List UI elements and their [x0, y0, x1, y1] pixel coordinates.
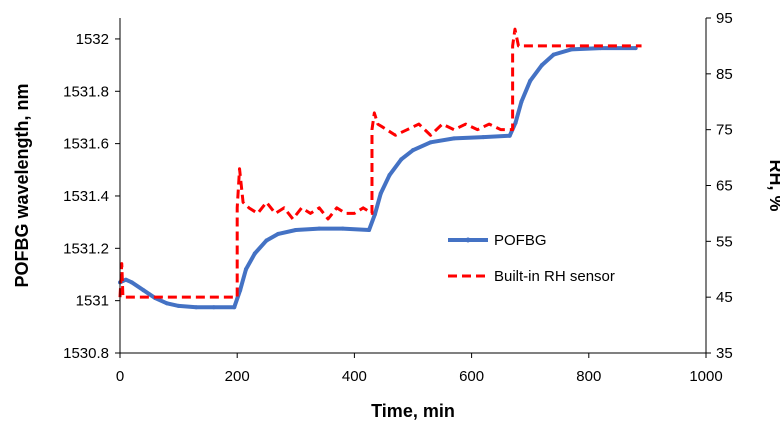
pofbg-data-point — [252, 251, 257, 256]
x-tick-label: 200 — [225, 368, 250, 385]
y-left-tick-label: 1530.8 — [63, 345, 109, 362]
y-left-tick-label: 1531.8 — [63, 83, 109, 100]
legend-label-pofbg: POFBG — [494, 232, 547, 249]
y-right-tick-label: 65 — [716, 178, 733, 195]
x-tick-label: 400 — [342, 368, 367, 385]
pofbg-data-point — [232, 305, 237, 310]
pofbg-data-point — [399, 157, 404, 162]
x-tick-label: 600 — [459, 368, 484, 385]
pofbg-data-point — [528, 78, 533, 83]
pofbg-data-point — [141, 288, 146, 293]
pofbg-data-point — [569, 47, 574, 52]
pofbg-data-point — [452, 136, 457, 141]
pofbg-data-point — [539, 63, 544, 68]
y-right-tick-label: 55 — [716, 233, 733, 250]
pofbg-data-point — [551, 52, 556, 57]
pofbg-data-point — [411, 148, 415, 153]
y-right-tick-label: 35 — [716, 345, 733, 362]
series-layer — [118, 27, 642, 310]
y-right-axis-title: RH, % — [766, 159, 780, 211]
x-axis-title: Time, min — [371, 401, 455, 421]
y-left-tick-label: 1531.4 — [63, 188, 109, 205]
y-right-tick-label: 75 — [716, 122, 733, 139]
series-line-pofbg — [119, 46, 636, 310]
pofbg-data-point — [243, 267, 248, 272]
y-left-tick-label: 1532 — [76, 31, 109, 48]
pofbg-data-point — [507, 133, 512, 138]
series-line-rh-sensor — [118, 27, 642, 299]
pofbg-data-point — [123, 277, 128, 282]
y-right-tick-label: 95 — [716, 10, 733, 27]
pofbg-data-point — [340, 226, 345, 231]
x-tick-label: 1000 — [689, 368, 722, 385]
pofbg-data-point — [481, 135, 486, 140]
y-left-axis-title: POFBG wavelength, nm — [12, 83, 32, 287]
ticks-layer: 0 200 400 600 800 1000 1530.8 1531 1531.2 1531.4 1… — [63, 10, 733, 385]
pofbg-data-point — [238, 288, 243, 293]
y-left-tick-label: 1531 — [76, 293, 109, 310]
pofbg-data-point — [367, 227, 372, 232]
pofbg-data-point — [317, 226, 322, 231]
pofbg-data-point — [372, 212, 377, 217]
pofbg-data-point — [387, 173, 392, 178]
y-left-tick-label: 1531.6 — [63, 136, 109, 153]
pofbg-data-point — [194, 305, 199, 310]
y-right-tick-label: 85 — [716, 66, 733, 83]
axes-layer — [119, 18, 707, 354]
pofbg-data-point — [129, 280, 134, 285]
pofbg-data-point — [428, 140, 433, 145]
pofbg-data-point — [519, 99, 524, 104]
pofbg-data-point — [293, 227, 298, 232]
legend: POFBG Built-in RH sensor — [448, 232, 615, 285]
pofbg-data-point — [276, 231, 281, 236]
y-left-tick-label: 1531.2 — [63, 240, 109, 257]
legend-label-rh-sensor: Built-in RH sensor — [494, 268, 615, 285]
pofbg-data-point — [176, 303, 181, 308]
pofbg-data-point — [264, 238, 269, 243]
x-tick-label: 0 — [116, 368, 124, 385]
y-right-tick-label: 45 — [716, 289, 733, 306]
pofbg-data-point — [164, 301, 169, 306]
pofbg-data-point — [211, 305, 216, 310]
pofbg-data-point — [513, 120, 518, 125]
pofbg-data-point — [378, 191, 383, 196]
x-tick-label: 800 — [576, 368, 601, 385]
legend-marker-pofbg — [465, 237, 471, 243]
